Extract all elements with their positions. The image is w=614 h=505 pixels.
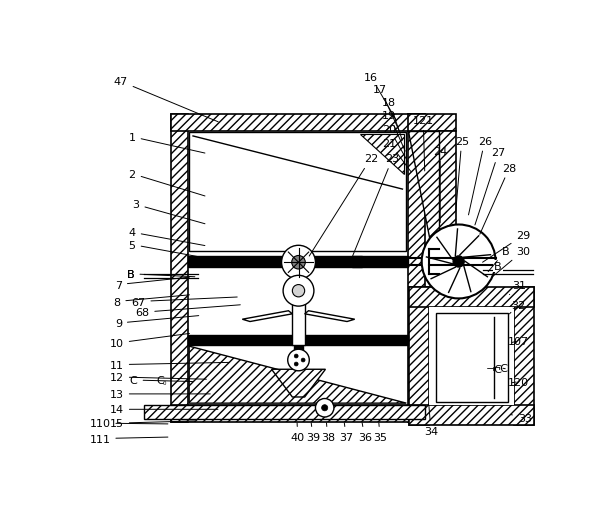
Text: 5: 5 (129, 240, 205, 259)
Text: 22: 22 (309, 154, 378, 257)
Text: 25: 25 (455, 136, 469, 212)
Text: 9: 9 (115, 316, 199, 328)
Text: 2: 2 (128, 169, 205, 196)
Bar (294, 346, 303, 368)
Text: 23: 23 (352, 154, 400, 257)
Text: 20: 20 (383, 125, 408, 163)
Polygon shape (408, 131, 438, 287)
Bar (188, 257, 408, 267)
Bar (171, 405, 425, 422)
Text: 3: 3 (133, 200, 205, 224)
Text: C: C (130, 375, 193, 385)
Polygon shape (271, 370, 325, 397)
Text: 17: 17 (373, 85, 399, 131)
Polygon shape (189, 346, 406, 403)
Text: 40: 40 (290, 423, 305, 442)
Bar (189, 133, 406, 251)
Polygon shape (243, 311, 292, 322)
Circle shape (316, 399, 334, 417)
Text: 35: 35 (373, 423, 387, 442)
Text: C: C (156, 375, 164, 385)
Text: B: B (494, 262, 502, 272)
Bar (410, 406, 534, 426)
Text: 67: 67 (131, 297, 237, 307)
Text: 26: 26 (468, 136, 492, 216)
Text: 33: 33 (511, 413, 532, 423)
Text: 13: 13 (110, 389, 210, 399)
Text: 28: 28 (480, 163, 516, 235)
Text: 47: 47 (114, 77, 218, 123)
Text: B: B (488, 246, 510, 272)
Text: 18: 18 (383, 98, 402, 141)
Text: 21: 21 (383, 138, 411, 172)
Text: 34: 34 (424, 406, 438, 436)
Bar (292, 257, 305, 345)
Circle shape (292, 285, 305, 297)
Bar (435, 314, 508, 402)
Text: 14: 14 (110, 405, 218, 415)
Text: 121: 121 (413, 116, 434, 172)
Bar (408, 115, 456, 131)
Text: 7: 7 (115, 278, 190, 290)
Text: 16: 16 (364, 73, 397, 121)
Text: 12: 12 (110, 372, 206, 382)
Text: 27: 27 (475, 148, 506, 226)
Text: 11: 11 (110, 360, 230, 370)
Text: 1: 1 (129, 132, 205, 154)
Text: 10: 10 (110, 334, 190, 348)
Circle shape (283, 276, 314, 307)
Text: 29: 29 (483, 231, 530, 263)
Text: 19: 19 (383, 111, 405, 152)
Text: 8: 8 (113, 295, 190, 307)
Circle shape (282, 246, 316, 280)
Text: 39: 39 (306, 423, 320, 442)
Bar (188, 131, 408, 405)
Circle shape (288, 349, 309, 371)
Bar (408, 115, 425, 422)
Polygon shape (360, 135, 404, 175)
Bar (410, 287, 429, 426)
Bar (514, 287, 534, 426)
Text: B: B (127, 269, 134, 279)
Text: 107: 107 (508, 336, 529, 346)
Text: 30: 30 (492, 246, 530, 278)
Bar (429, 307, 514, 406)
Text: 24: 24 (433, 146, 448, 223)
Text: ¬C: ¬C (492, 363, 509, 373)
Circle shape (294, 355, 298, 358)
Bar (410, 287, 534, 307)
Circle shape (453, 257, 464, 268)
Bar (171, 115, 425, 131)
Circle shape (301, 359, 305, 362)
Text: 15: 15 (110, 418, 195, 428)
Text: ₀: ₀ (163, 377, 166, 386)
Text: 4: 4 (128, 228, 205, 246)
Bar (352, 257, 362, 267)
Circle shape (292, 256, 305, 270)
Text: 32: 32 (510, 300, 526, 314)
Circle shape (322, 405, 328, 411)
Text: 37: 37 (339, 423, 353, 442)
Circle shape (422, 225, 495, 299)
Bar (438, 131, 456, 287)
Bar (144, 405, 425, 420)
Text: 120: 120 (508, 377, 529, 387)
Polygon shape (305, 311, 355, 322)
Text: 68: 68 (135, 305, 240, 318)
Text: 36: 36 (358, 423, 371, 442)
Bar (408, 131, 438, 287)
Text: 31: 31 (510, 280, 526, 295)
Text: 111: 111 (90, 434, 168, 444)
Text: ¬C: ¬C (486, 365, 503, 375)
Bar (171, 115, 188, 422)
Text: B: B (127, 269, 195, 279)
Text: 38: 38 (321, 423, 335, 442)
Circle shape (294, 363, 298, 366)
Text: 110: 110 (90, 418, 168, 428)
Bar (188, 336, 408, 345)
